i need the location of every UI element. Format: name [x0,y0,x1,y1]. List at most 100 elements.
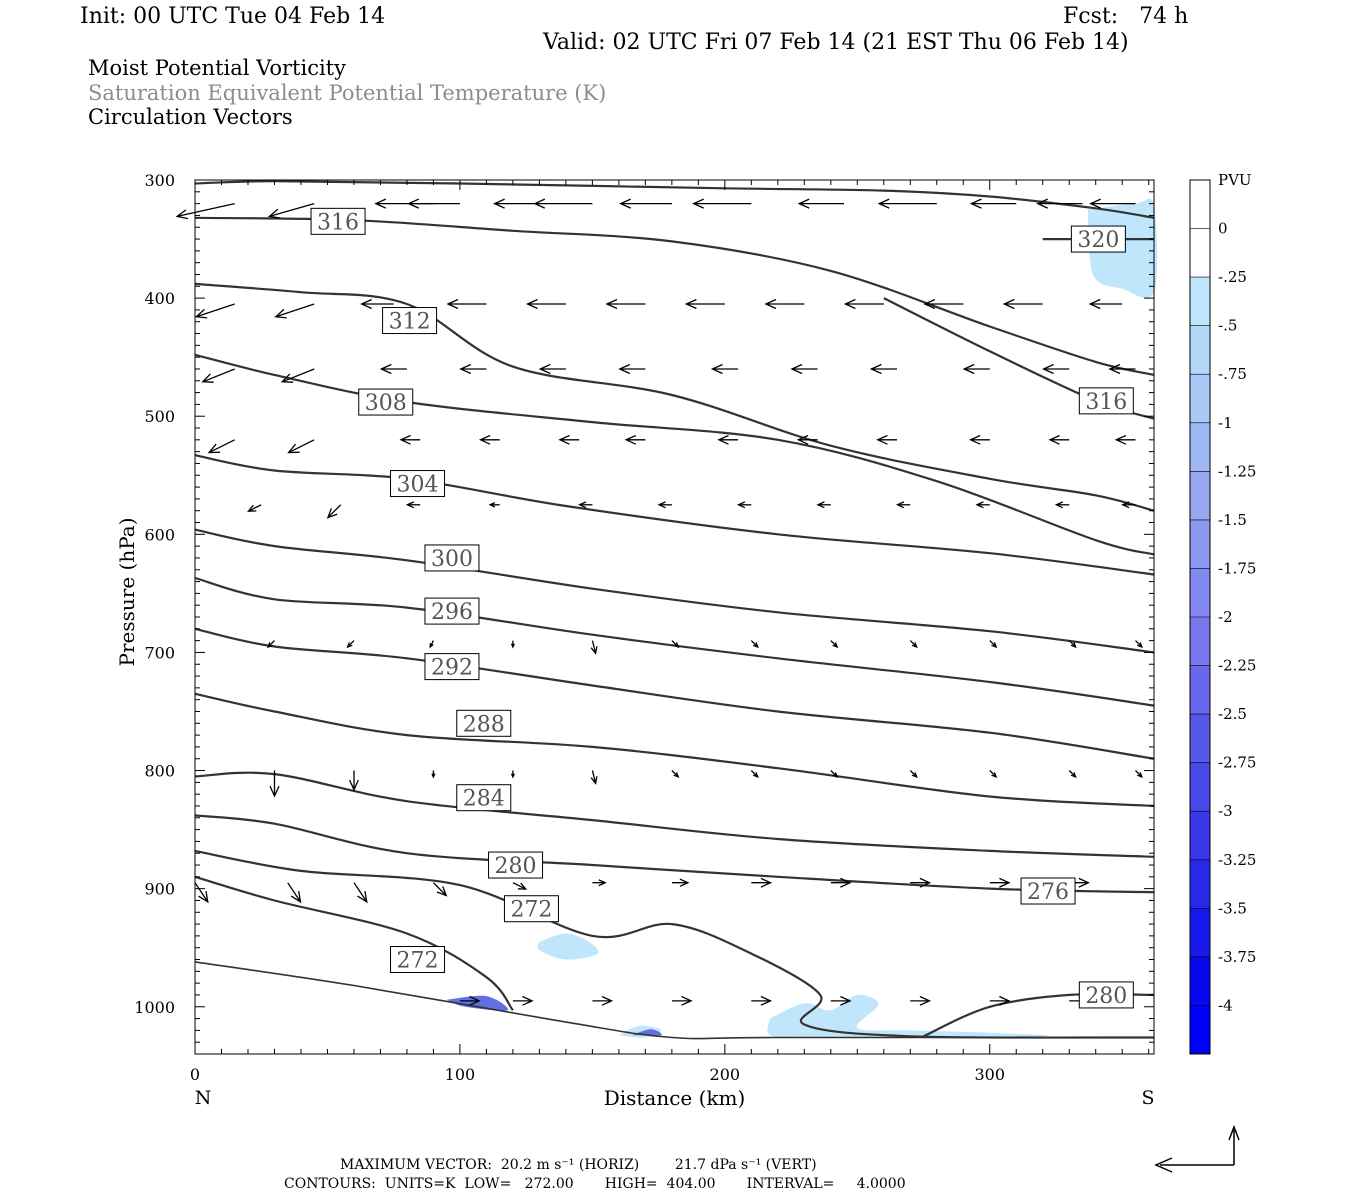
colorbar-label: -.25 [1218,268,1247,286]
circulation-vector [280,368,315,383]
reference-vector-icon [1154,1124,1240,1173]
circulation-vector [175,202,235,220]
contour-label-text: 284 [463,787,505,812]
circulation-vector [533,198,593,209]
contour-label: 272 [390,946,446,974]
contour-308 [194,282,1155,512]
pv-fill-layer [446,198,1158,1039]
circulation-vector [1089,198,1136,209]
circulation-vector [989,640,998,649]
circulation-vector [459,995,481,1006]
y-tick-label: 900 [144,880,175,899]
axis-ticks [194,179,1154,1055]
title-theta-es: Saturation Equivalent Potential Temperat… [88,81,607,105]
circulation-vector [1042,363,1070,375]
circulation-vector [267,640,275,649]
contour-312 [194,216,1155,376]
init-time: Init: 00 UTC Tue 04 Feb 14 [80,4,386,29]
pv-region [767,994,1050,1039]
circulation-vector [989,770,998,778]
contour-label: 320 [1070,225,1126,253]
axis-labels: 300 400 500 600 700 800 900 1000 0 100 200 300 N S Dis… [115,171,1155,1110]
circulation-vector [764,298,805,310]
colorbar-swatch [1190,228,1210,278]
circulation-vector [796,434,818,445]
circulation-vector [692,198,752,209]
colorbar-label: -.5 [1218,317,1237,335]
contour-label-text: 320 [1077,228,1119,253]
colorbar-swatch [1190,665,1210,715]
south-label: S [1141,1087,1154,1109]
x-tick-label: 0 [190,1065,200,1084]
colorbar-swatch [1190,811,1210,861]
contour-label-text: 312 [389,310,431,335]
title-mpv: Moist Potential Vorticity [88,56,346,80]
contour-label: 300 [424,544,480,572]
contour-label: 308 [358,388,414,416]
circulation-vector [510,640,515,649]
circulation-vector [510,770,515,779]
circulation-vector [1002,298,1043,310]
contour-label-text: 304 [397,473,439,498]
circulation-vector [399,434,421,445]
y-axis-title: Pressure (hPa) [115,518,139,667]
circulation-vector [751,877,773,888]
colorbar-swatch [1190,374,1210,424]
colorbar-swatch [1190,1005,1210,1055]
y-tick-label: 500 [144,407,175,426]
contour-info: CONTOURS: UNITS=K LOW= 272.00 HIGH= 404.… [284,1176,906,1192]
circulation-vector [459,363,487,375]
circulation-vector [751,995,773,1006]
contour-label-text: 276 [1027,880,1069,905]
contour-label: 284 [456,784,512,812]
contour-label: 272 [503,895,559,923]
circulation-vector [736,501,752,509]
colorbar-label: -1 [1218,414,1233,432]
contour-296 [194,528,1155,654]
circulation-vector [790,363,818,375]
colorbar-label: -2.75 [1218,754,1256,772]
circulation-vector [624,434,646,445]
colorbar-swatch [1190,714,1210,764]
circulation-vector [446,298,487,310]
circulation-vector [429,640,434,649]
contour-284 [194,692,1155,808]
circulation-vector [671,640,680,649]
circulation-vector [750,640,759,649]
contour-label-text: 280 [1085,984,1127,1009]
circulation-vector [349,770,359,792]
forecast-hour: Fcst: 74 h [1063,4,1189,29]
circulation-vector [194,303,235,319]
contour-label-text: 280 [495,854,537,879]
colorbar-swatch [1190,859,1210,909]
colorbar-label: -3.5 [1218,899,1247,917]
circulation-vector [909,770,918,778]
colorbar-label: -2 [1218,608,1233,626]
circulation-vector [969,434,990,445]
max-vector-note: MAXIMUM VECTOR: 20.2 m s⁻¹ (HORIZ) 21.7 … [340,1157,817,1173]
contour-272 [194,875,514,1011]
circulation-vector [877,198,937,209]
colorbar-swatch [1190,617,1210,667]
circulation-vector [671,878,690,887]
vector-layer [175,198,1144,1006]
pv-region [446,995,509,1011]
contour-label: 316 [1078,387,1134,415]
contour-label: 280 [1078,981,1134,1009]
circulation-vector [895,501,911,509]
circulation-vector [578,501,593,509]
circulation-vector [525,298,566,310]
colorbar: PVU 0 -.25 -.5 -.75 -1 -1.25 -1.5 -1.75 -2 -2.25 -2… [1189,171,1256,1055]
x-axis-title: Distance (km) [604,1086,746,1110]
contour-292 [194,576,1155,707]
contour-276 [194,814,1155,894]
x-tick-label: 300 [974,1065,1005,1084]
circulation-vector [657,501,672,509]
y-tick-label: 1000 [134,998,175,1017]
circulation-vector [1048,434,1070,445]
circulation-vector [830,640,839,649]
contour-label-layer: 316 320 312 316 308 304 300 296 292 288 284 280 276 2… [310,207,1134,1009]
contour-label-text: 272 [397,949,439,974]
contour-label: 316 [310,207,366,235]
